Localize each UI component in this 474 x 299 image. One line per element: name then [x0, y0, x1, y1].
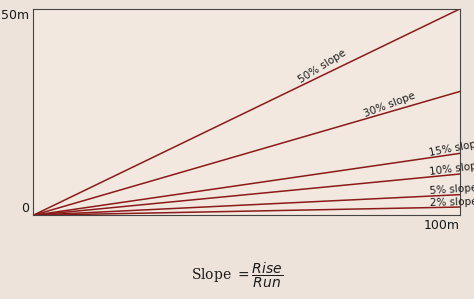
Text: 50% slope: 50% slope [297, 48, 348, 85]
Text: 5% slope: 5% slope [429, 183, 474, 196]
Text: 15% slope: 15% slope [428, 138, 474, 158]
Text: 30% slope: 30% slope [363, 90, 417, 119]
Text: 0: 0 [21, 202, 29, 215]
Text: 50m: 50m [1, 9, 29, 22]
Text: 10% slope: 10% slope [428, 160, 474, 177]
Text: 100m: 100m [424, 219, 460, 232]
Text: Slope $= \dfrac{Rise}{Run}$: Slope $= \dfrac{Rise}{Run}$ [191, 260, 283, 290]
Text: 2% slope: 2% slope [429, 196, 474, 208]
